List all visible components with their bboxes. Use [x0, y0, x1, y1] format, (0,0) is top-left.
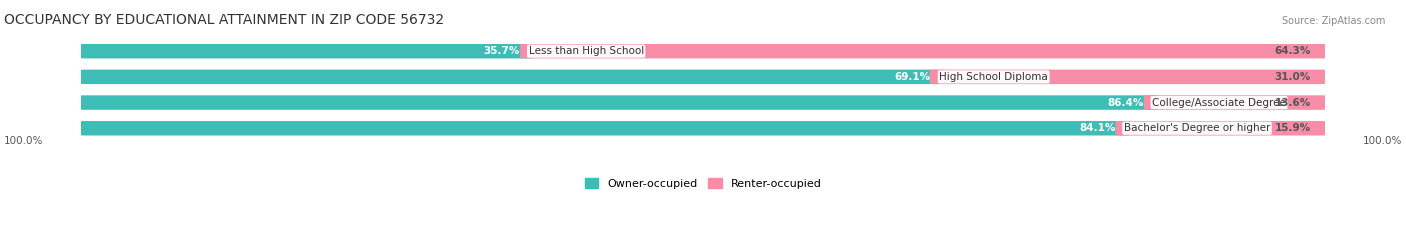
Text: 84.1%: 84.1%: [1078, 123, 1115, 133]
FancyBboxPatch shape: [82, 44, 534, 58]
Text: 100.0%: 100.0%: [1362, 136, 1402, 146]
Text: 86.4%: 86.4%: [1108, 98, 1143, 108]
Text: Source: ZipAtlas.com: Source: ZipAtlas.com: [1281, 16, 1385, 26]
FancyBboxPatch shape: [929, 70, 1324, 84]
Text: 13.6%: 13.6%: [1275, 98, 1310, 108]
Text: 31.0%: 31.0%: [1275, 72, 1310, 82]
Text: 100.0%: 100.0%: [4, 136, 44, 146]
FancyBboxPatch shape: [1115, 121, 1324, 135]
Text: College/Associate Degree: College/Associate Degree: [1152, 98, 1286, 108]
FancyBboxPatch shape: [82, 121, 1324, 135]
FancyBboxPatch shape: [82, 70, 945, 84]
Text: 35.7%: 35.7%: [484, 46, 520, 56]
FancyBboxPatch shape: [82, 70, 1324, 84]
Text: 64.3%: 64.3%: [1275, 46, 1310, 56]
Legend: Owner-occupied, Renter-occupied: Owner-occupied, Renter-occupied: [585, 178, 821, 189]
FancyBboxPatch shape: [520, 44, 1324, 58]
FancyBboxPatch shape: [82, 44, 1324, 58]
FancyBboxPatch shape: [1143, 95, 1324, 110]
Text: Bachelor's Degree or higher: Bachelor's Degree or higher: [1123, 123, 1270, 133]
Text: OCCUPANCY BY EDUCATIONAL ATTAINMENT IN ZIP CODE 56732: OCCUPANCY BY EDUCATIONAL ATTAINMENT IN Z…: [4, 13, 444, 27]
Text: Less than High School: Less than High School: [529, 46, 644, 56]
FancyBboxPatch shape: [82, 121, 1129, 135]
FancyBboxPatch shape: [82, 95, 1324, 110]
Text: 69.1%: 69.1%: [894, 72, 931, 82]
FancyBboxPatch shape: [82, 95, 1157, 110]
Text: High School Diploma: High School Diploma: [939, 72, 1047, 82]
Text: 15.9%: 15.9%: [1275, 123, 1310, 133]
